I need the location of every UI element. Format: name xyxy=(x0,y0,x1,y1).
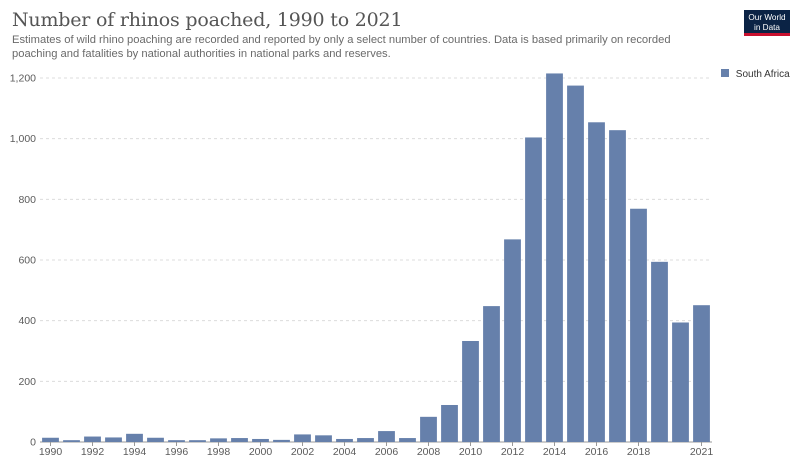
bar-2013 xyxy=(525,137,542,442)
y-tick-label: 400 xyxy=(18,315,36,327)
owid-logo[interactable]: Our World in Data xyxy=(744,10,790,36)
x-tick-label: 2004 xyxy=(333,446,357,458)
x-tick-label: 1992 xyxy=(81,446,105,458)
logo-accent-bar xyxy=(744,33,790,36)
chart-subtitle: Estimates of wild rhino poaching are rec… xyxy=(12,34,671,60)
bar-2002 xyxy=(294,434,311,442)
bar-2008 xyxy=(420,416,437,442)
x-tick-label: 1990 xyxy=(39,446,63,458)
bar-2006 xyxy=(378,431,395,442)
bar-2020 xyxy=(672,322,689,442)
bar-1991 xyxy=(63,440,80,442)
bar-2011 xyxy=(483,306,500,442)
bar-1998 xyxy=(210,438,227,442)
bar-2007 xyxy=(399,438,416,442)
x-tick-label: 2000 xyxy=(249,446,273,458)
bar-1997 xyxy=(189,440,206,442)
bar-1992 xyxy=(84,436,101,442)
legend-label: South Africa xyxy=(735,69,790,80)
x-axis: 1990 1992 1994 1996 1998 2000 2002 2004 2006 2008… xyxy=(39,442,714,458)
chart-title: Number of rhinos poached, 1990 to 2021 xyxy=(12,9,403,31)
x-tick-label: 2016 xyxy=(585,446,609,458)
bar-2001 xyxy=(273,439,290,442)
y-tick-label: 200 xyxy=(18,376,36,388)
bar-2010 xyxy=(462,340,479,442)
x-tick-label: 2006 xyxy=(375,446,399,458)
legend[interactable]: South Africa xyxy=(721,69,790,80)
bar-2016 xyxy=(588,122,605,442)
bar-2019 xyxy=(651,261,668,442)
bar-2017 xyxy=(609,130,626,442)
bar-2009 xyxy=(441,404,458,442)
bar-2014 xyxy=(546,73,563,442)
bar-2018 xyxy=(630,208,647,442)
bar-1994 xyxy=(126,433,143,442)
y-tick-label: 0 xyxy=(30,437,36,449)
y-tick-label: 1,000 xyxy=(10,133,36,145)
x-tick-label: 2014 xyxy=(543,446,567,458)
legend-swatch xyxy=(721,69,729,78)
x-tick-label: 2008 xyxy=(417,446,441,458)
x-tick-label: 1996 xyxy=(165,446,189,458)
bar-2004 xyxy=(336,438,353,442)
x-tick-label: 2018 xyxy=(627,446,651,458)
x-tick-label: 2012 xyxy=(501,446,525,458)
bar-2012 xyxy=(504,239,521,442)
bar-2015 xyxy=(567,85,584,442)
bar-1996 xyxy=(168,440,185,442)
y-tick-label: 600 xyxy=(18,255,36,267)
x-tick-label: 2021 xyxy=(690,446,714,458)
y-axis: 0 200 400 600 800 1,000 1,200 xyxy=(10,73,36,449)
x-tick-label: 2002 xyxy=(291,446,315,458)
bar-1993 xyxy=(105,437,122,442)
bars xyxy=(42,73,710,442)
y-tick-label: 800 xyxy=(18,194,36,206)
bar-2000 xyxy=(252,438,269,442)
bar-1990 xyxy=(42,437,59,442)
logo-line-1: Our World xyxy=(748,13,786,22)
bar-1999 xyxy=(231,438,248,442)
x-tick-label: 1998 xyxy=(207,446,231,458)
x-tick-label: 1994 xyxy=(123,446,147,458)
logo-line-2: in Data xyxy=(754,22,780,32)
y-tick-label: 1,200 xyxy=(10,73,36,85)
bar-2003 xyxy=(315,435,332,442)
bar-2005 xyxy=(357,438,374,442)
bar-1995 xyxy=(147,437,164,442)
bar-2021 xyxy=(693,305,710,442)
x-tick-label: 2010 xyxy=(459,446,483,458)
